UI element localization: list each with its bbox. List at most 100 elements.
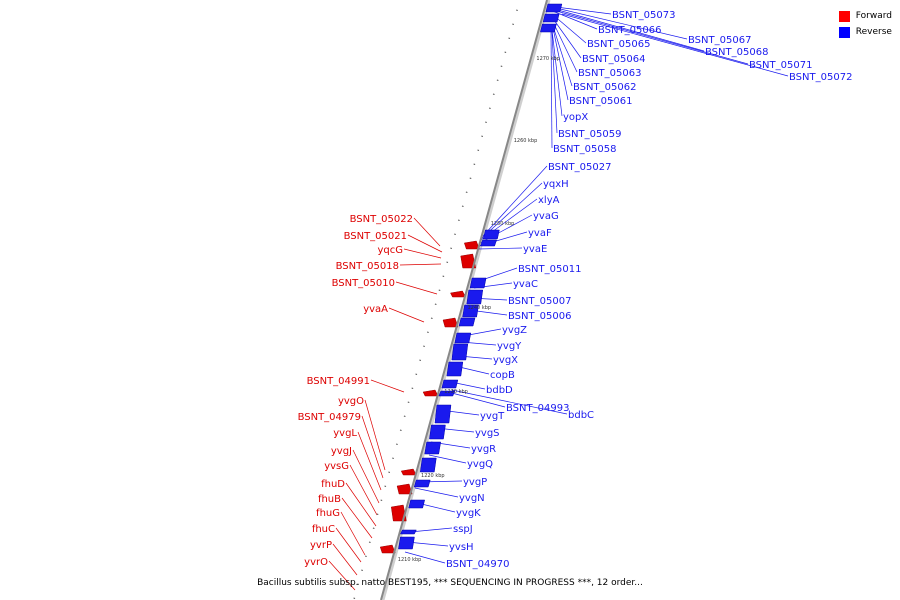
scale-dash <box>496 79 499 81</box>
tick-label-1210-kbp: 1210 kbp <box>398 557 422 563</box>
gene-label-bsnt-05007: BSNT_05007 <box>508 296 571 307</box>
scale-dash <box>399 429 402 431</box>
scale-dash <box>388 471 391 473</box>
scale-dash <box>512 23 515 25</box>
gene-label-bsnt-05061: BSNT_05061 <box>569 96 632 107</box>
scale-dash <box>380 499 383 501</box>
scale-dash <box>469 177 472 179</box>
legend-reverse: Reverse <box>838 24 892 40</box>
scale-dash <box>508 37 511 39</box>
leader-yvro <box>328 560 356 591</box>
gene-label-yvgp: yvgP <box>463 477 487 488</box>
gene-label-yvsh: yvsH <box>449 542 474 553</box>
leader-bsnt-05018 <box>399 263 442 266</box>
gene-label-bsnt-05006: BSNT_05006 <box>508 311 571 322</box>
tick-label-1250-kbp: 1250 kbp <box>491 221 515 227</box>
leader-fhub <box>341 497 373 539</box>
leader-bsnt-05027 <box>482 165 548 237</box>
leader-bdbc <box>451 389 568 415</box>
gene-label-yvro: yvrO <box>304 557 328 568</box>
gene-label-bsnt-05058: BSNT_05058 <box>553 144 616 155</box>
gene-label-fhud: fhuD <box>321 479 345 490</box>
leader-bsnt-05021 <box>407 234 443 253</box>
gene-label-bsnt-05073: BSNT_05073 <box>612 10 675 21</box>
leader-yvae <box>477 247 523 250</box>
scale-dash <box>500 65 503 67</box>
leader-bsnt-05072 <box>561 13 789 77</box>
legend-forward: Forward <box>838 8 892 24</box>
gene-label-yvgr: yvgR <box>471 444 496 455</box>
leader-bsnt-05071 <box>559 11 749 65</box>
leader-bsnt-04970 <box>404 551 446 564</box>
gene-label-bsnt-05059: BSNT_05059 <box>558 129 621 140</box>
gene-label-bsnt-05064: BSNT_05064 <box>582 54 645 65</box>
gene-label-yopx: yopX <box>563 112 588 123</box>
scale-dash <box>430 317 433 319</box>
gene-label-bsnt-04991: BSNT_04991 <box>307 376 370 387</box>
reverse-gene-block <box>542 13 560 23</box>
gene-label-yqxh: yqxH <box>543 179 569 190</box>
leader-bsnt-05064 <box>553 19 582 59</box>
forward-gene-block <box>391 504 407 522</box>
reverse-gene-block <box>438 390 456 397</box>
reverse-gene-block <box>466 289 484 305</box>
gene-labels: BSNT_05073 BSNT_05066 BSNT_05065 BSNT_05067… <box>298 10 853 570</box>
leader-bsnt-05061 <box>552 27 569 101</box>
gene-label-bsnt-05068: BSNT_05068 <box>705 47 768 58</box>
forward-gene-block <box>379 544 396 554</box>
gene-label-bsnt-05018: BSNT_05018 <box>336 261 399 272</box>
gene-label-yvgq: yvgQ <box>467 459 493 470</box>
leader-yvgj <box>352 449 380 504</box>
scale-dash <box>384 485 387 487</box>
reverse-gene-block <box>446 361 464 377</box>
gene-label-sspj: sspJ <box>453 524 473 535</box>
scale-dash <box>419 359 422 361</box>
reverse-gene-block <box>540 23 557 33</box>
forward-gene-block <box>400 468 417 476</box>
gene-label-yvsg: yvsG <box>324 461 349 472</box>
forward-gene-block <box>396 483 413 495</box>
gene-label-fhuc: fhuC <box>312 524 335 535</box>
tick-label-1270-kbp: 1270 kbp <box>536 56 560 62</box>
gene-label-copb: copB <box>490 370 515 381</box>
gene-label-bsnt-05067: BSNT_05067 <box>688 35 751 46</box>
leader-yvgo <box>364 399 386 471</box>
leader-bsnt-05059 <box>551 31 558 134</box>
leader-yvgn <box>414 487 459 498</box>
scale-dash <box>481 135 484 137</box>
scale-dash <box>368 541 371 543</box>
reverse-gene-block <box>469 277 487 289</box>
gene-label-bdbd: bdbD <box>486 385 513 396</box>
leader-fhug <box>340 511 366 556</box>
tick-label-1220-kbp: 1220 kbp <box>421 473 445 479</box>
leader-bsnt-05010 <box>395 281 438 295</box>
leader-bsnt-05022 <box>413 217 441 247</box>
scale-dash <box>392 457 394 459</box>
scale-dash <box>396 443 398 445</box>
leader-bsnt-05067 <box>555 7 688 40</box>
scale-dash <box>415 373 418 375</box>
legend-reverse-label: Reverse <box>855 27 892 37</box>
leader-bsnt-04979 <box>361 415 384 479</box>
gene-label-yvgn: yvgN <box>459 493 485 504</box>
gene-label-fhub: fhuB <box>318 494 341 505</box>
scale-dash <box>485 121 487 123</box>
legend-forward-label: Forward <box>855 11 892 21</box>
gene-label-bsnt-05072: BSNT_05072 <box>789 72 852 83</box>
gene-label-bsnt-05021: BSNT_05021 <box>344 231 407 242</box>
scale-dash <box>450 247 453 249</box>
scale-dash <box>403 415 406 417</box>
gene-label-bsnt-04970: BSNT_04970 <box>446 559 509 570</box>
gene-label-yvgt: yvgT <box>480 411 505 422</box>
gene-label-bsnt-05062: BSNT_05062 <box>573 82 636 93</box>
reverse-gene-block <box>458 317 476 327</box>
scale-dash <box>488 107 491 109</box>
leader-sspj <box>409 527 453 533</box>
scale-dash <box>516 9 518 11</box>
gene-blocks <box>379 3 563 554</box>
leader-yvsh <box>406 541 449 547</box>
gene-label-bsnt-05071: BSNT_05071 <box>749 60 812 71</box>
reverse-gene-block <box>441 379 459 389</box>
reverse-gene-block <box>434 404 452 424</box>
leader-yvgl <box>357 431 382 491</box>
